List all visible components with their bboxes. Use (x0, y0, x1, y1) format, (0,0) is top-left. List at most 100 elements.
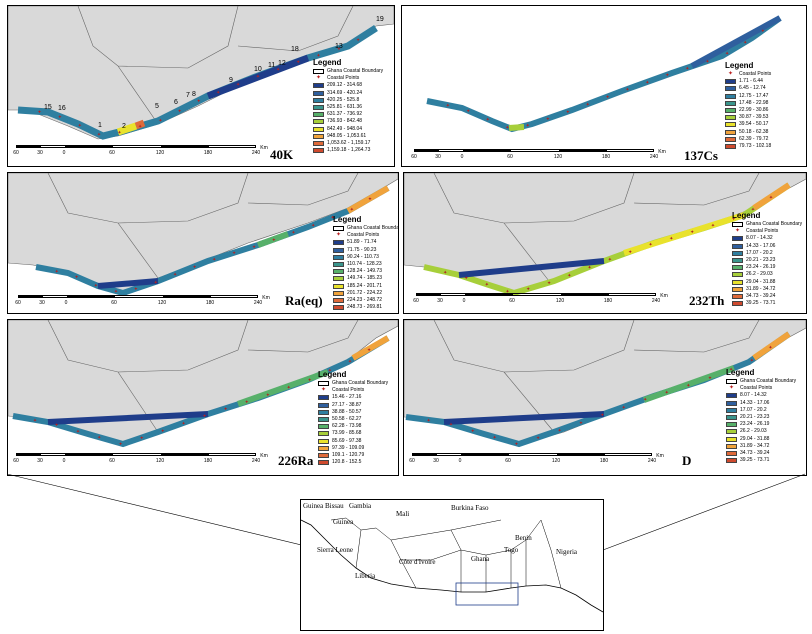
coastal-point-marker: ✦ (768, 345, 772, 351)
legend-class-label: 185.24 - 201.71 (347, 282, 383, 289)
coastal-point-marker: ✦ (236, 82, 240, 88)
coastal-point-marker: ✦ (731, 216, 735, 222)
country-label: Gambia (349, 502, 372, 510)
legend-class-swatch (318, 417, 329, 423)
legend-class-row: 525.81 - 631.36 (313, 104, 383, 111)
point-number-9: 9 (229, 77, 233, 84)
legend-class-row: 34.73 - 39.24 (726, 450, 796, 457)
scale-tick-label: 30 (437, 298, 443, 304)
legend-class-row: 23.24 - 26.19 (732, 264, 802, 271)
scale-tick-label: 120 (157, 300, 167, 306)
scale-bar: 60 30 0 60 120 180 240 Km (409, 453, 664, 467)
legend-class-label: 128.24 - 149.73 (347, 268, 383, 275)
scale-tick-label: 60 (411, 154, 417, 160)
coastal-point-marker: ✦ (622, 405, 626, 411)
legend-class-label: 29.04 - 31.88 (740, 435, 770, 442)
scale-tick-label: 0 (64, 300, 68, 306)
scale-bar: 60 30 0 60 120 180 240 Km (413, 293, 668, 307)
borders (47, 320, 359, 433)
legend-class-label: 8.07 - 14.32 (746, 235, 773, 242)
legend-class-row: 27.17 - 38.87 (318, 402, 388, 409)
scale-tick-label: 240 (651, 298, 661, 304)
coastal-point-marker: ✦ (192, 264, 196, 270)
point-number-1: 1 (98, 122, 102, 129)
point-number-18: 18 (291, 46, 299, 53)
scale-bar-segment (559, 150, 607, 151)
legend-class-swatch (725, 143, 736, 149)
legend-class-label: 314.69 - 420.24 (327, 89, 363, 96)
coastal-point-icon: ✦ (315, 75, 322, 82)
coastal-point-marker: ✦ (37, 109, 41, 115)
scale-bar-segment (163, 296, 211, 297)
legend-class-label: 20.21 - 23.23 (746, 256, 776, 263)
coastal-point-icon: ✦ (727, 71, 734, 77)
coastal-point-marker: ✦ (55, 269, 59, 275)
boundary-label: Ghana Coastal Boundary (746, 221, 803, 227)
legend-class-swatch (725, 115, 736, 121)
boundary-swatch (726, 379, 737, 385)
point-number-10: 10 (254, 66, 262, 73)
coastal-point-marker: ✦ (486, 117, 490, 123)
boundary-swatch (313, 69, 324, 75)
map-232th: ✦ ✦ ✦ ✦ ✦ ✦ ✦ ✦ ✦ ✦ ✦ ✦ ✦ ✦ ✦ ✦ ✦ (404, 173, 806, 297)
coastal-point-marker: ✦ (625, 87, 629, 93)
legend-class-row: 6.45 - 12.74 (725, 85, 771, 92)
map-40k: ✦ ✦ ✦ ✦ ✦ ✦ ✦ ✦ ✦ ✦ ✦ ✦ ✦ ✦ ✦ ✦ ✦ (8, 6, 394, 140)
scale-tick-label: 30 (37, 150, 43, 156)
point-number-2: 2 (122, 123, 126, 130)
legend-class-row: 110.74 - 128.23 (333, 261, 398, 268)
legend-class-swatch (732, 286, 743, 292)
coastal-point-marker: ✦ (140, 436, 144, 442)
legend-boundary: Ghana Coastal Boundary (726, 378, 796, 385)
coastal-point-icon: ✦ (728, 385, 735, 392)
country-label: Guinea (333, 518, 354, 526)
legend-class-label: 39.25 - 73.71 (740, 457, 770, 464)
coastal-point-marker: ✦ (367, 347, 371, 353)
panel-label: 40K (270, 147, 294, 162)
scale-tick-label: 60 (15, 300, 21, 306)
coastal-band (12, 335, 390, 448)
point-number-11: 11 (268, 62, 276, 69)
scale-unit-label: Km (262, 295, 270, 301)
coastal-point-marker: ✦ (464, 275, 468, 281)
legend-class-swatch (725, 100, 736, 106)
legend-class-swatch (732, 293, 743, 299)
legend-class-row: 38.88 - 50.57 (318, 409, 388, 416)
legend-class-row: 51.89 - 71.74 (333, 239, 398, 246)
scale-tick-label: 30 (433, 458, 439, 464)
coastal-point-marker: ✦ (291, 230, 295, 236)
legend-class-swatch (732, 272, 743, 278)
legend-points: ✦ Coastal Points (313, 75, 383, 82)
scale-bar-segment (17, 454, 41, 455)
legend-class-label: 201.72 - 224.22 (347, 289, 383, 296)
coastal-point-marker: ✦ (368, 196, 372, 202)
legend-class-label: 17.07 - 20.2 (740, 406, 767, 413)
scale-bar-track (16, 453, 256, 456)
legend-class-row: 1,159.18 - 1,264.73 (313, 147, 383, 154)
panel-label: 137Cs (684, 148, 718, 163)
coastal-point-marker: ✦ (245, 400, 249, 406)
legend-class-row: 736.93 - 842.48 (313, 118, 383, 125)
scale-tick-label: 0 (462, 298, 466, 304)
legend-class-swatch (313, 140, 324, 146)
legend-class-label: 30.87 - 39.53 (739, 114, 769, 121)
scale-bar-segment (417, 294, 441, 295)
legend-raeq: Legend Ghana Coastal Boundary ✦ Coastal P… (333, 215, 398, 311)
legend-class-row: 20.21 - 23.23 (732, 257, 802, 264)
legend-class-row: 120.8 - 152.5 (318, 459, 388, 466)
legend-class-swatch (726, 450, 737, 456)
legend-class-swatch (333, 262, 344, 268)
legend-points: ✦ Coastal Points (318, 387, 388, 394)
legend-class-swatch (313, 119, 324, 125)
coastal-point-marker: ✦ (729, 367, 733, 373)
coastal-point-marker: ✦ (337, 47, 341, 53)
legend-class-row: 14.33 - 17.06 (732, 243, 802, 250)
legend-class-row: 34.73 - 39.24 (732, 293, 802, 300)
scale-bar-segment (463, 150, 511, 151)
legend-class-row: 185.24 - 201.71 (333, 282, 398, 290)
coastal-point-marker: ✦ (643, 397, 647, 403)
coastal-point-marker: ✦ (328, 368, 332, 374)
scale-bar-track (414, 149, 654, 152)
legend-class-label: 1,053.62 - 1,159.17 (327, 139, 371, 146)
legend-class-label: 71.75 - 90.23 (347, 246, 377, 253)
